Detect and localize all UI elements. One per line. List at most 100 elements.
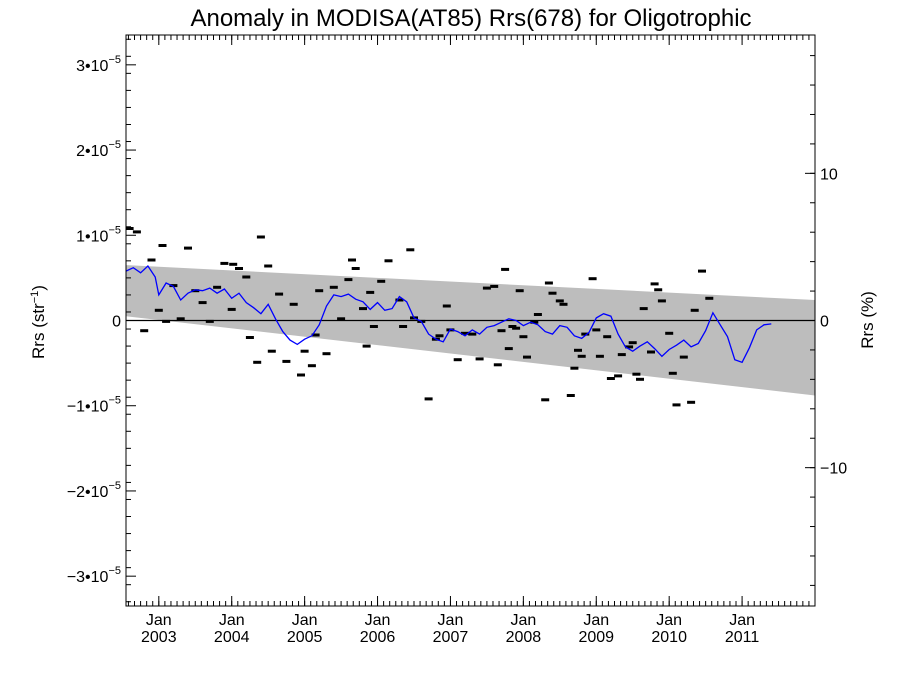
data-point <box>555 299 564 303</box>
data-point <box>672 403 681 407</box>
y-tick-label: 2•10−5 <box>76 139 121 160</box>
data-point <box>154 308 163 312</box>
data-point <box>307 364 316 368</box>
data-point <box>315 289 324 293</box>
data-point <box>647 350 655 354</box>
x-tick-label-year: 2006 <box>360 629 396 646</box>
data-point <box>497 329 506 333</box>
data-point <box>501 267 510 271</box>
data-point <box>574 348 582 352</box>
x-tick-label-year: 2011 <box>725 629 760 646</box>
data-point <box>406 248 415 252</box>
data-point <box>140 329 149 333</box>
data-point <box>603 335 612 339</box>
data-point <box>253 360 262 364</box>
y-tick-label: −2•10−5 <box>67 480 121 501</box>
data-point <box>657 299 666 303</box>
data-point <box>289 302 298 306</box>
x-tick-label-year: 2009 <box>578 629 614 646</box>
data-point <box>512 326 521 330</box>
data-point <box>625 345 634 349</box>
x-tick-label-month: Jan <box>438 612 464 629</box>
x-tick-label-year: 2008 <box>506 629 542 646</box>
data-point <box>519 335 528 339</box>
data-point <box>559 302 568 306</box>
data-point <box>329 285 338 289</box>
data-point <box>245 336 254 339</box>
x-tick-label-year: 2007 <box>433 629 469 646</box>
data-point <box>399 325 408 328</box>
data-point <box>566 394 575 397</box>
data-point <box>581 332 590 336</box>
data-point <box>191 289 200 293</box>
data-point <box>311 333 320 337</box>
x-tick-label-year: 2004 <box>214 629 250 646</box>
data-point <box>461 331 469 335</box>
smoothed-anomaly-line <box>125 265 772 364</box>
x-tick-label-month: Jan <box>583 612 609 629</box>
data-point <box>147 258 156 262</box>
data-point <box>614 374 623 378</box>
data-point <box>297 373 305 377</box>
data-point <box>595 354 604 358</box>
y-right-tick-label: 0 <box>820 314 829 331</box>
data-point <box>213 285 222 289</box>
y-tick-label: 0 <box>112 314 121 331</box>
data-point <box>530 320 539 324</box>
data-point <box>384 259 393 263</box>
data-point <box>322 352 331 356</box>
data-point <box>198 301 207 305</box>
data-point <box>184 246 192 250</box>
data-point <box>176 317 185 321</box>
data-point <box>639 307 648 311</box>
data-point <box>632 372 641 376</box>
data-point <box>504 347 513 351</box>
data-point <box>242 275 251 279</box>
data-point <box>348 258 356 262</box>
data-point <box>453 358 462 362</box>
data-point <box>377 279 386 283</box>
data-point <box>264 264 273 268</box>
data-point <box>442 304 451 308</box>
data-point <box>300 349 309 353</box>
x-tick-label-year: 2010 <box>651 629 687 646</box>
confidence-band <box>126 265 815 396</box>
x-tick-label-month: Jan <box>656 612 682 629</box>
data-point <box>628 341 637 345</box>
x-tick-label-month: Jan <box>510 612 536 629</box>
data-point <box>369 325 378 328</box>
y-tick-label: 1•10−5 <box>76 224 121 245</box>
data-point <box>533 313 542 316</box>
data-point <box>544 281 553 285</box>
data-point <box>650 282 659 286</box>
data-point <box>636 377 644 381</box>
x-tick-label-month: Jan <box>729 612 755 629</box>
y-right-tick-label: 10 <box>820 166 838 183</box>
x-tick-label-month: Jan <box>219 612 245 629</box>
y-axis-title-left: Rrs (str−1) <box>29 285 48 359</box>
x-tick-label-month: Jan <box>365 612 391 629</box>
data-point <box>475 357 484 361</box>
data-point <box>395 298 404 302</box>
data-point <box>282 359 291 363</box>
data-point <box>125 227 134 230</box>
data-point <box>606 377 615 380</box>
data-point <box>588 277 597 281</box>
y-tick-label: 3•10−5 <box>76 54 121 75</box>
data-point <box>654 288 663 292</box>
data-point <box>169 284 178 288</box>
data-point <box>698 269 706 273</box>
data-point <box>687 400 696 404</box>
x-tick-label-month: Jan <box>292 612 318 629</box>
y-tick-label: −1•10−5 <box>67 395 121 416</box>
data-point <box>665 331 674 335</box>
data-point <box>220 261 229 265</box>
data-point <box>366 290 375 294</box>
data-point <box>468 332 477 336</box>
data-point <box>570 366 579 370</box>
y-tick-label: −3•10−5 <box>67 565 121 586</box>
data-point <box>132 230 141 234</box>
data-point <box>577 354 586 358</box>
data-point <box>337 317 346 321</box>
